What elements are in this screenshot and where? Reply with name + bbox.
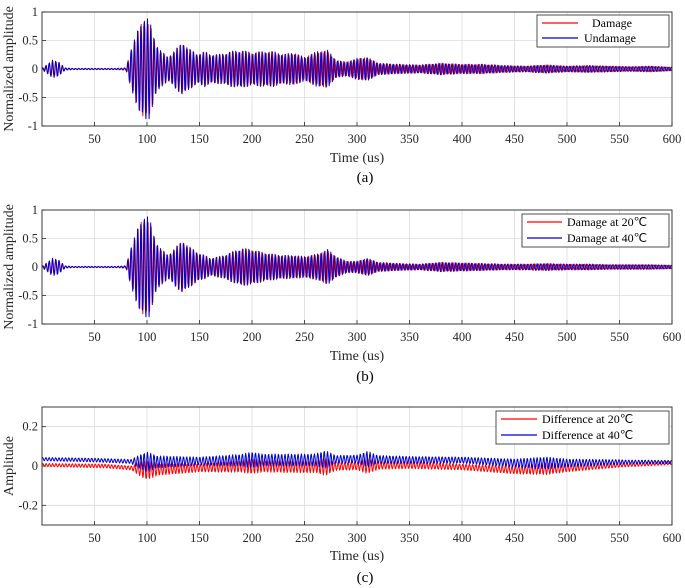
- tick-labels: 50 100 150 200 250 300 350 400 450 500 550 600 -0.2 0…: [18, 420, 681, 545]
- y-tick-label: 0: [32, 459, 38, 473]
- legend: Damage Undamage: [536, 14, 670, 48]
- x-tick-label: 250: [295, 330, 314, 344]
- y-tick-label: 0: [32, 62, 38, 76]
- x-tick-label: 450: [505, 132, 524, 146]
- x-tick-label: 400: [453, 531, 472, 545]
- legend-label-undamage: Undamage: [584, 31, 636, 45]
- x-tick-label: 200: [243, 132, 262, 146]
- x-axis-label: Time (us): [330, 349, 385, 364]
- y-tick-label: 1: [32, 203, 38, 217]
- legend-box: [536, 14, 670, 48]
- x-tick-label: 550: [610, 132, 629, 146]
- legend-label-20c: Difference at 20℃: [542, 412, 633, 426]
- x-tick-label: 150: [190, 132, 209, 146]
- x-tick-label: 550: [610, 531, 629, 545]
- panel-c: 50 100 150 200 250 300 350 400 450 500 550 600 -0.2 0…: [2, 406, 681, 586]
- x-tick-label: 600: [663, 132, 682, 146]
- y-tick-label: -0.5: [18, 91, 38, 105]
- series-line-1: [41, 457, 673, 479]
- tick-labels: 50 100 150 200 250 300 350 400 450 500 550 600 -1 -0.…: [18, 5, 681, 146]
- legend-box: [495, 410, 670, 445]
- x-tick-label: 50: [88, 132, 101, 146]
- y-tick-label: 0.5: [22, 232, 38, 246]
- x-tick-label: 150: [190, 531, 209, 545]
- tick-labels: 50 100 150 200 250 300 350 400 450 500 550 600 -1 -0.…: [18, 203, 681, 344]
- panel-a: 50 100 150 200 250 300 350 400 450 500 550 600 -1 -0.…: [2, 5, 681, 186]
- x-tick-label: 450: [505, 531, 524, 545]
- panel-caption: (a): [357, 170, 374, 186]
- series-line-2: [41, 451, 673, 472]
- legend: Difference at 20℃ Difference at 40℃: [495, 410, 670, 445]
- y-axis-label: Normalized amplitude: [2, 204, 17, 330]
- x-tick-label: 600: [663, 531, 682, 545]
- y-tick-label: 0.2: [22, 420, 38, 434]
- x-tick-label: 250: [295, 132, 314, 146]
- panel-b: 50 100 150 200 250 300 350 400 450 500 550 600 -1 -0.…: [2, 203, 681, 385]
- x-tick-label: 300: [348, 330, 367, 344]
- x-tick-label: 150: [190, 330, 209, 344]
- y-tick-label: 0.5: [22, 34, 38, 48]
- panel-caption: (b): [356, 369, 374, 385]
- x-tick-label: 300: [348, 531, 367, 545]
- legend-label-damage: Damage: [592, 16, 632, 30]
- x-tick-label: 550: [610, 330, 629, 344]
- x-tick-label: 500: [558, 531, 577, 545]
- axes-box: [41, 209, 673, 325]
- x-tick-label: 200: [243, 531, 262, 545]
- x-tick-label: 350: [400, 531, 419, 545]
- y-tick-label: 1: [32, 5, 38, 19]
- y-tick-label: -0.5: [18, 289, 38, 303]
- data-series: [41, 216, 673, 318]
- axes-box: [41, 11, 673, 127]
- series-line-2: [41, 216, 673, 318]
- x-tick-label: 100: [138, 330, 157, 344]
- data-series: [41, 451, 673, 479]
- legend-label-40c: Difference at 40℃: [542, 428, 633, 442]
- x-tick-label: 50: [88, 531, 101, 545]
- legend-box: [521, 213, 670, 248]
- data-series: [41, 18, 673, 120]
- y-tick-label: -1: [28, 119, 38, 133]
- x-tick-label: 350: [400, 132, 419, 146]
- x-tick-label: 350: [400, 330, 419, 344]
- x-tick-label: 300: [348, 132, 367, 146]
- x-tick-label: 500: [558, 132, 577, 146]
- y-tick-label: 0: [32, 260, 38, 274]
- y-axis-label: Normalized amplitude: [2, 6, 17, 132]
- legend-label-40c: Damage at 40℃: [567, 231, 647, 245]
- y-axis-label: Amplitude: [2, 436, 17, 496]
- x-tick-label: 250: [295, 531, 314, 545]
- x-tick-label: 450: [505, 330, 524, 344]
- axes-box: [41, 406, 673, 526]
- x-tick-label: 400: [453, 132, 472, 146]
- x-tick-label: 50: [88, 330, 101, 344]
- x-tick-label: 500: [558, 330, 577, 344]
- x-axis-label: Time (us): [330, 151, 385, 166]
- x-tick-label: 200: [243, 330, 262, 344]
- panel-caption: (c): [357, 570, 374, 586]
- x-tick-label: 600: [663, 330, 682, 344]
- x-axis-label: Time (us): [330, 549, 385, 564]
- y-tick-label: -1: [28, 317, 38, 331]
- series-line-2: [41, 18, 673, 120]
- x-tick-label: 100: [138, 132, 157, 146]
- y-tick-label: -0.2: [18, 498, 38, 512]
- legend: Damage at 20℃ Damage at 40℃: [521, 213, 670, 248]
- legend-label-20c: Damage at 20℃: [567, 215, 647, 229]
- x-tick-label: 100: [138, 531, 157, 545]
- x-tick-label: 400: [453, 330, 472, 344]
